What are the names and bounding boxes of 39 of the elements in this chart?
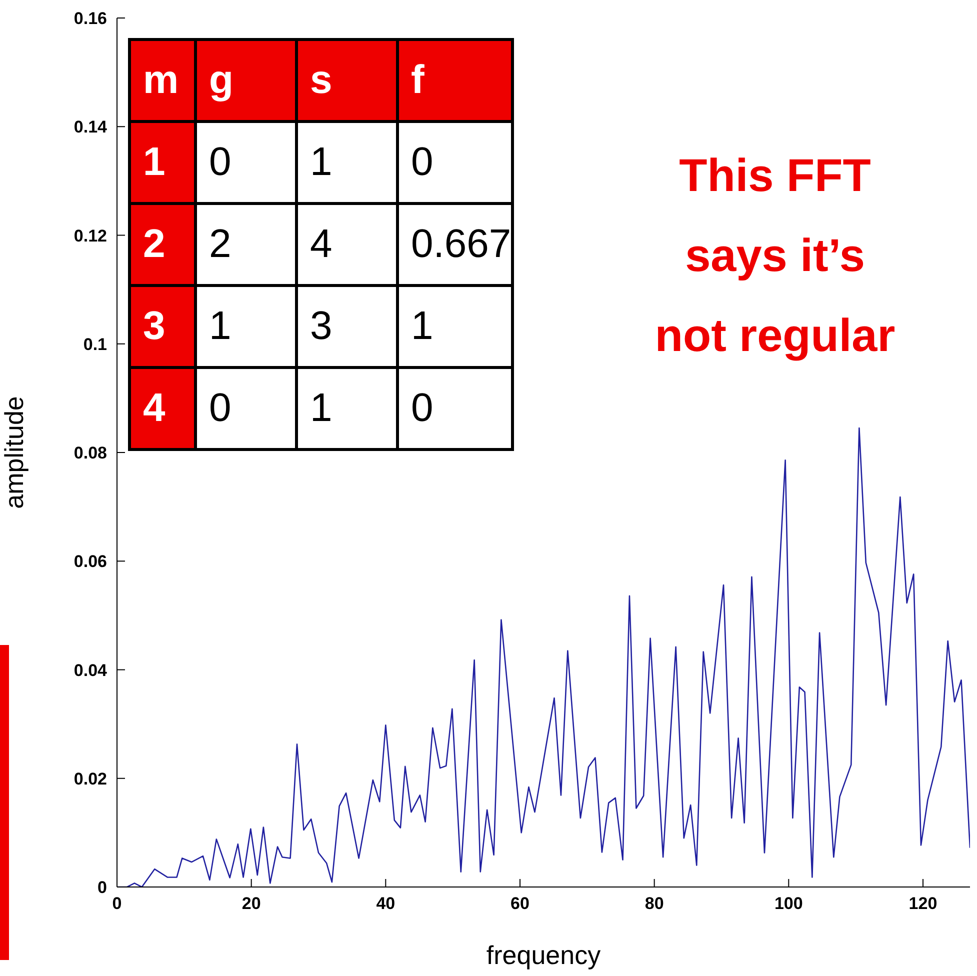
x-tick-label: 120 bbox=[908, 894, 938, 914]
annotation: This FFT says it’s not regular bbox=[654, 148, 896, 363]
y-tick-label: 0.04 bbox=[74, 660, 108, 680]
y-tick-label: 2 bbox=[130, 204, 196, 286]
y-tick-label: 0.08 bbox=[74, 444, 107, 463]
x-tick-label: 60 bbox=[510, 894, 530, 914]
x-tick-label: f bbox=[398, 40, 513, 122]
y-axis-title: amplitude bbox=[0, 396, 30, 509]
y-tick-label: 0.14 bbox=[74, 118, 108, 137]
x-tick-label: 20 bbox=[242, 894, 261, 914]
y-axis-title: m bbox=[130, 40, 196, 122]
y-tick-label: 1 bbox=[130, 122, 196, 204]
x-axis-title: frequency bbox=[486, 940, 601, 970]
data-label: 0 bbox=[398, 122, 513, 204]
x-tick-label: 80 bbox=[644, 894, 664, 914]
data-label: 4 bbox=[296, 204, 398, 286]
y-tick-label: 3 bbox=[130, 286, 196, 368]
x-tick-label: g bbox=[196, 40, 296, 122]
x-tick-label: 0 bbox=[112, 894, 122, 914]
data-label: 1 bbox=[398, 286, 513, 368]
data-label: 1 bbox=[196, 286, 296, 368]
y-tick-label: 0.12 bbox=[74, 226, 107, 246]
data-label: 0.667 bbox=[398, 204, 513, 286]
data-label: 3 bbox=[296, 286, 398, 368]
y-tick-label: 4 bbox=[130, 368, 196, 450]
data-label: 1 bbox=[296, 368, 398, 450]
y-tick-label: 0.16 bbox=[74, 9, 107, 28]
y-tick-label: 0.1 bbox=[83, 334, 107, 354]
data-label: 0 bbox=[196, 368, 296, 450]
y-tick-label: 0.06 bbox=[74, 552, 107, 572]
data-label: 0 bbox=[398, 368, 513, 450]
data-label: 2 bbox=[196, 204, 296, 286]
x-tick-label: 40 bbox=[376, 894, 396, 914]
data-label: 0 bbox=[196, 122, 296, 204]
data-label: 1 bbox=[296, 122, 398, 204]
y-tick-label: 0 bbox=[98, 878, 107, 898]
y-tick-label: 0.02 bbox=[74, 769, 107, 788]
x-tick-label: 100 bbox=[774, 894, 803, 914]
x-tick-label: s bbox=[296, 40, 398, 122]
